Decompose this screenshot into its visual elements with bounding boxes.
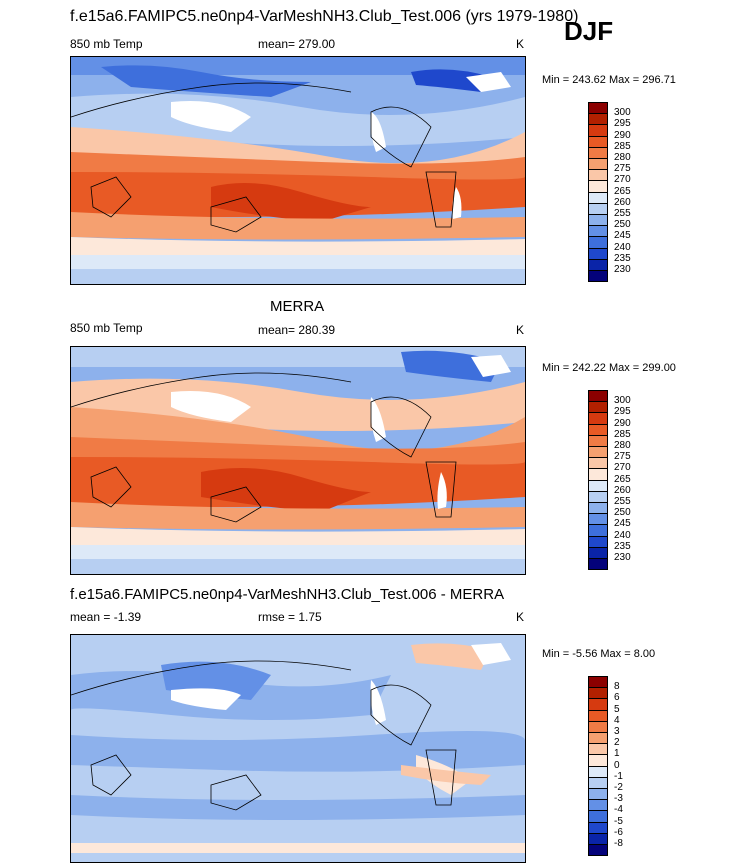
colorbar-tick-label: 240 xyxy=(614,241,631,253)
colorbar-tick-label: 8 xyxy=(614,681,620,693)
panel1-map xyxy=(70,56,526,285)
colorbar-tick-label: 290 xyxy=(614,129,631,141)
colorbar-tick-label: 280 xyxy=(614,152,631,163)
colorbar-tick-label: 3 xyxy=(614,726,620,737)
colorbar-tick-label: -3 xyxy=(614,793,623,805)
colorbar-tick-label: 5 xyxy=(614,703,620,715)
colorbar-tick-label: 230 xyxy=(614,552,631,563)
colorbar-tick-label: 295 xyxy=(614,406,631,418)
colorbar-tick-label: 1 xyxy=(614,748,620,760)
colorbar-tick-label: 240 xyxy=(614,529,631,541)
panel3-map xyxy=(70,634,526,863)
colorbar-tick-label: 295 xyxy=(614,118,631,130)
season-label: DJF xyxy=(564,16,614,46)
colorbar-tick-label: 300 xyxy=(614,107,631,119)
colorbar-tick-label: 245 xyxy=(614,230,631,242)
panel2-minmax: Min = 242.22 Max = 299.00 xyxy=(542,362,676,374)
colorbar-swatch xyxy=(588,270,608,283)
colorbar-tick-label: 285 xyxy=(614,428,631,440)
panel2-variable-label: 850 mb Temp xyxy=(70,321,143,335)
panel2-map-svg xyxy=(71,347,525,574)
colorbar-tick-label: -2 xyxy=(614,782,623,793)
panel1-map-svg xyxy=(71,57,525,284)
panel2-units: K xyxy=(516,323,525,337)
panel3-mean-label: mean = -1.39 xyxy=(70,610,142,624)
panel2-title: MERRA xyxy=(270,298,325,315)
colorbar-tick-label: 2 xyxy=(614,737,620,749)
colorbar-swatch xyxy=(588,558,608,571)
colorbar-tick-label: 265 xyxy=(614,185,631,197)
colorbar-tick-label: 245 xyxy=(614,518,631,530)
colorbar-tick-label: 255 xyxy=(614,208,631,219)
panel1-title: f.e15a6.FAMIPC5.ne0np4-VarMeshNH3.Club_T… xyxy=(70,8,579,25)
panel1-units: K xyxy=(516,37,525,51)
panel2-mean-label: mean= 280.39 xyxy=(258,323,336,337)
panel2-map xyxy=(70,346,526,575)
colorbar-tick-label: 265 xyxy=(614,473,631,485)
colorbar-tick-label: 260 xyxy=(614,484,631,496)
colorbar-tick-label: 235 xyxy=(614,540,631,552)
colorbar-tick-label: 230 xyxy=(614,264,631,275)
colorbar-tick-label: 250 xyxy=(614,219,631,231)
colorbar-tick-label: 275 xyxy=(614,163,631,175)
colorbar-tick-label: 270 xyxy=(614,462,631,474)
colorbar-tick-label: -4 xyxy=(614,804,623,816)
colorbar-tick-label: 235 xyxy=(614,252,631,264)
colorbar-tick-label: 300 xyxy=(614,395,631,407)
panel1-minmax: Min = 243.62 Max = 296.71 xyxy=(542,74,676,86)
colorbar-tick-label: 285 xyxy=(614,140,631,152)
colorbar-tick-label: -8 xyxy=(614,838,623,849)
colorbar-tick-label: 6 xyxy=(614,692,620,704)
panel3-map-svg xyxy=(71,635,525,862)
colorbar-swatch xyxy=(588,844,608,857)
colorbar-tick-label: 280 xyxy=(614,440,631,451)
panel3-minmax: Min = -5.56 Max = 8.00 xyxy=(542,648,656,660)
colorbar-tick-label: 0 xyxy=(614,759,620,771)
colorbar-tick-label: 250 xyxy=(614,507,631,519)
colorbar-tick-label: 270 xyxy=(614,174,631,186)
colorbar-tick-label: 275 xyxy=(614,451,631,463)
colorbar-tick-label: 290 xyxy=(614,417,631,429)
colorbar-tick-label: 260 xyxy=(614,196,631,208)
colorbar-tick-label: 4 xyxy=(614,714,620,726)
colorbar-tick-label: -1 xyxy=(614,770,623,782)
colorbar-tick-label: -5 xyxy=(614,815,623,827)
panel3-title: f.e15a6.FAMIPC5.ne0np4-VarMeshNH3.Club_T… xyxy=(70,586,505,603)
colorbar-tick-label: 255 xyxy=(614,496,631,507)
panel1-variable-label: 850 mb Temp xyxy=(70,37,143,51)
panel3-units: K xyxy=(516,610,525,624)
colorbar-tick-label: -6 xyxy=(614,826,623,838)
panel1-mean-label: mean= 279.00 xyxy=(258,37,336,51)
panel3-rmse-label: rmse = 1.75 xyxy=(258,610,322,624)
